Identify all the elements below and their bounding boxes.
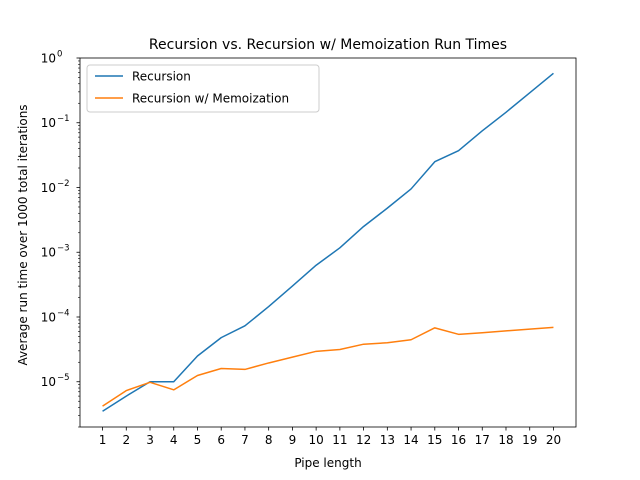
y-tick-label: 10: [41, 116, 56, 130]
y-axis-label: Average run time over 1000 total iterati…: [16, 104, 30, 365]
legend: Recursion Recursion w/ Memoization: [86, 64, 320, 113]
x-tick-label: 20: [546, 433, 561, 447]
chart-title: Recursion vs. Recursion w/ Memoization R…: [149, 37, 507, 53]
x-tick-label: 7: [241, 433, 249, 447]
y-tick-exponent: −5: [57, 373, 70, 383]
x-tick-label: 15: [427, 433, 442, 447]
y-tick-label: 10: [41, 375, 56, 389]
x-tick-label: 14: [403, 433, 418, 447]
legend-label-0: Recursion: [132, 70, 191, 84]
x-tick-label: 6: [217, 433, 225, 447]
legend-box: [86, 64, 320, 113]
y-tick-label: 10: [41, 181, 56, 195]
x-tick-label: 8: [265, 433, 273, 447]
x-tick-label: 10: [308, 433, 323, 447]
y-tick-exponent: 0: [57, 50, 62, 60]
y-tick-exponent: −3: [57, 244, 70, 254]
x-tick-label: 13: [380, 433, 395, 447]
y-tick-exponent: −1: [57, 114, 70, 124]
x-tick-label: 17: [475, 433, 490, 447]
x-tick-label: 2: [122, 433, 130, 447]
axes-frame: [79, 57, 577, 428]
y-tick-label: 10: [41, 52, 56, 66]
y-tick-label: 10: [41, 310, 56, 324]
x-tick-label: 16: [451, 433, 466, 447]
x-tick-label: 12: [356, 433, 371, 447]
x-tick-label: 1: [99, 433, 107, 447]
y-tick-label: 10: [41, 246, 56, 260]
x-tick-label: 4: [170, 433, 178, 447]
x-tick-label: 18: [498, 433, 513, 447]
x-axis-label: Pipe length: [294, 456, 361, 470]
x-tick-label: 3: [146, 433, 154, 447]
series-line-1: [102, 326, 554, 407]
x-tick-label: 11: [332, 433, 347, 447]
x-tick-label: 19: [522, 433, 537, 447]
series-line-0: [102, 72, 554, 412]
x-tick-label: 5: [194, 433, 202, 447]
legend-label-1: Recursion w/ Memoization: [132, 92, 289, 106]
x-tick-label: 9: [289, 433, 297, 447]
y-tick-exponent: −2: [57, 179, 70, 189]
y-tick-exponent: −4: [57, 308, 70, 318]
